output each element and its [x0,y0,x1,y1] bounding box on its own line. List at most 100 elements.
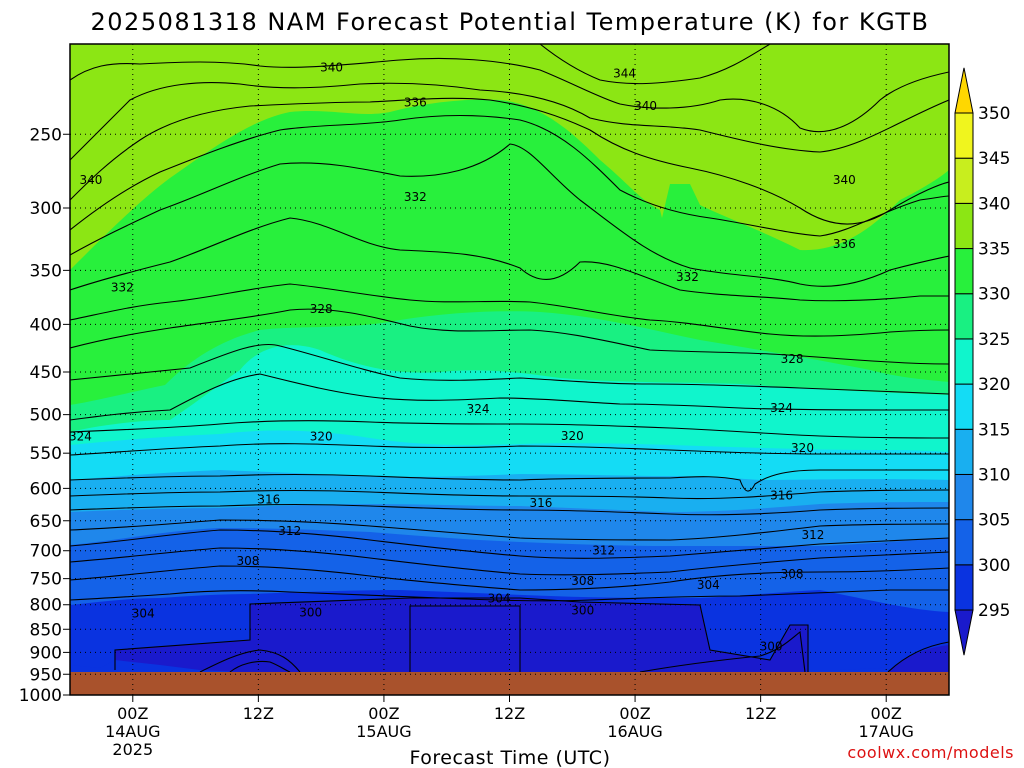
isentrope-336-a [70,97,949,225]
contour-label: 324 [69,430,92,444]
credit-text: coolwx.com/models [847,743,1014,762]
colorbar: 295 300 305 310 315 320 325 330 335 340 345 350 [954,67,1010,656]
isentrope-near-surface-a [199,649,301,673]
contour-label: 312 [278,524,301,538]
contour-label: 316 [770,489,793,503]
contour-label: 308 [571,574,594,588]
contour-label: 304 [697,578,720,592]
x-tick-label: 00Z [871,704,902,723]
isentrope-312-a [70,503,949,516]
isentrope-320-b [70,443,949,456]
contour-label: 324 [770,401,793,415]
colorbar-swatch [954,248,974,295]
y-tick-label: 850 [30,620,62,640]
contour-label: 304 [488,592,511,606]
colorbar-label: 305 [978,511,1010,531]
y-tick-label: 950 [30,665,62,685]
theta-shading [70,44,949,695]
isentrope-336-b [70,114,949,237]
contour-label: 332 [111,280,134,294]
y-tick-label: 300 [30,199,62,219]
ground-surface [70,672,949,695]
isentrope-324-b [70,373,949,421]
contour-label: 336 [833,237,856,251]
y-tick-label: 800 [30,596,62,616]
contour-label: 332 [404,190,427,204]
contour-label: 300 [299,605,322,619]
y-tick-label: 450 [30,363,62,383]
contour-label: 332 [676,270,699,284]
contour-label: 340 [634,99,657,113]
colorbar-label: 340 [978,194,1010,214]
y-tick-label: 250 [30,125,62,145]
colorbar-label: 320 [978,375,1010,395]
isentrope-344 [539,44,771,85]
x-tick-label: 16AUG [607,722,662,741]
isentrope-300 [114,597,809,672]
x-tick-label: 12Z [745,704,776,723]
contour-label: 308 [781,567,804,581]
isentrope-328-a [70,283,949,337]
colorbar-arrow-high [954,67,974,114]
colorbar-swatch [954,157,974,204]
y-tick-label: 600 [30,479,62,499]
isentrope-324-a [70,343,949,395]
x-axis-label: Forecast Time (UTC) [410,747,611,768]
colorbar-label: 345 [978,149,1010,169]
contour-labels: 340 336 332 328 324 320 316 312 308 304 300 340 332 3… [69,61,856,654]
colorbar-label: 350 [978,104,1010,124]
colorbar-label: 295 [978,601,1010,621]
contour-label: 320 [561,429,584,443]
y-tick-label: 550 [30,444,62,464]
x-tick-label: 12Z [494,704,525,723]
isentrope-near-surface-b [229,660,291,673]
colorbar-swatch [954,338,974,385]
chart-title: 2025081318 NAM Forecast Potential Temper… [91,8,930,36]
contour-label: 312 [802,528,825,542]
colorbar-label: 315 [978,420,1010,440]
y-tick-label: 350 [30,261,62,281]
y-tick-label: 1000 [19,686,62,706]
contour-label: 316 [257,493,280,507]
colorbar-label: 325 [978,330,1010,350]
x-tick-label: 2025 [112,740,153,759]
isentrope-308-b [70,547,949,576]
x-tick-label: 17AUG [859,722,914,741]
contour-label: 340 [79,173,102,187]
y-tick-label: 500 [30,406,62,426]
contour-label: 320 [791,441,814,455]
x-tick-label: 00Z [368,704,399,723]
y-tick-label: 400 [30,315,62,335]
contour-label: 340 [833,173,856,187]
colorbar-swatch [954,202,974,250]
colorbar-swatch [954,428,974,475]
plot-area: 340 336 332 328 324 320 316 312 308 304 300 340 332 3… [69,44,949,695]
colorbar-label: 335 [978,240,1010,260]
contour-label: 312 [592,544,615,558]
isentrope-320-a [70,420,949,439]
contour-label: 324 [467,402,490,416]
colorbar-label: 310 [978,465,1010,485]
isentrope-328-b [70,308,949,365]
grid [70,44,949,695]
colorbar-swatch [954,519,974,566]
contour-label: 320 [310,430,333,444]
y-tick-label: 750 [30,570,62,590]
contour-label: 344 [613,66,636,80]
isentrope-340-b [70,82,949,161]
isentrope-300-cell-a [409,605,521,672]
contour-label: 304 [132,607,155,621]
colorbar-swatch [954,383,974,430]
x-tick-label: 15AUG [356,722,411,741]
y-tick-label: 650 [30,512,62,532]
x-tick-label: 00Z [619,704,650,723]
contour-label: 340 [320,61,343,75]
colorbar-label: 330 [978,285,1010,305]
isentrope-332-b [70,217,949,302]
colorbar-swatch [954,293,974,340]
contour-label: 328 [781,352,804,366]
isentrope-304-b [70,589,949,602]
x-tick-label: 12Z [243,704,274,723]
isentrope-308-a [70,529,949,559]
